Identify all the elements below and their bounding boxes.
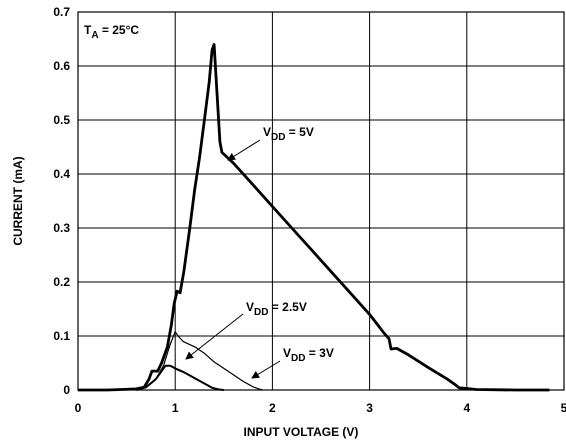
y-tick-label: 0.5 <box>53 113 70 127</box>
series-label-0: VDD = 5V <box>263 125 314 143</box>
y-tick-label: 0.3 <box>53 221 70 235</box>
condition-label: TA = 25°C <box>84 23 139 41</box>
x-tick-label: 5 <box>561 401 566 415</box>
y-tick-label: 0 <box>63 383 70 397</box>
series-label-arrow-0 <box>227 139 261 161</box>
series-label-2: VDD = 3V <box>283 346 334 364</box>
series-label-arrow-1 <box>185 313 244 360</box>
series-label-1: VDD = 2.5V <box>246 300 307 318</box>
x-tick-label: 0 <box>75 401 82 415</box>
series-line-2 <box>136 364 224 391</box>
y-axis-title: CURRENT (mA) <box>11 156 25 245</box>
x-axis-title: INPUT VOLTAGE (V) <box>244 425 359 439</box>
plot-frame <box>77 11 565 391</box>
x-tick-label: 2 <box>269 401 276 415</box>
series-label-arrow-2 <box>251 360 281 379</box>
x-tick-label: 1 <box>172 401 179 415</box>
y-tick-label: 0.2 <box>53 275 70 289</box>
y-tick-label: 0.1 <box>53 329 70 343</box>
series-line-0 <box>78 43 550 392</box>
x-tick-label: 3 <box>366 401 373 415</box>
y-tick-label: 0.4 <box>53 167 70 181</box>
y-tick-label: 0.7 <box>53 5 70 19</box>
y-tick-label: 0.6 <box>53 59 70 73</box>
series-line-1 <box>136 331 263 391</box>
x-tick-label: 4 <box>463 401 470 415</box>
